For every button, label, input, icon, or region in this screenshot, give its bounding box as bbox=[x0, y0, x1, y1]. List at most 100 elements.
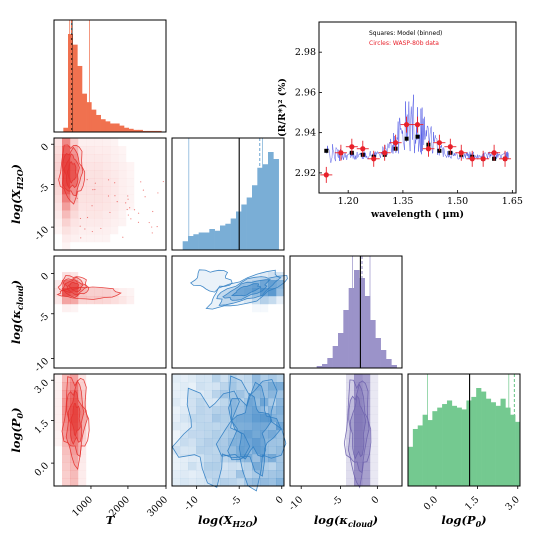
heatmap-xh2o-p0-cell bbox=[204, 454, 213, 463]
heatmap-xh2o-p0-cell bbox=[260, 438, 269, 447]
panel-xh2o-vs-kcloud-frame bbox=[171, 255, 285, 369]
heatmap-xh2o-p0-cell bbox=[252, 446, 261, 455]
heatmap-kcloud-p0-cell bbox=[346, 438, 355, 447]
heatmap-t-xh2o-cell bbox=[62, 218, 71, 227]
heatmap-t-xh2o-cell bbox=[62, 138, 71, 147]
heatmap-t-xh2o-cell bbox=[62, 226, 71, 235]
t-xh2o-sample bbox=[79, 217, 82, 220]
heatmap-xh2o-p0-cell bbox=[276, 406, 285, 415]
heatmap-t-p0-cell bbox=[78, 446, 87, 455]
heatmap-kcloud-p0-cell bbox=[370, 390, 379, 399]
heatmap-t-kcloud-cell bbox=[94, 288, 103, 297]
heatmap-t-xh2o-cell bbox=[54, 210, 63, 219]
heatmap-t-xh2o-cell bbox=[94, 194, 103, 203]
heatmap-t-xh2o-cell bbox=[78, 234, 87, 243]
heatmap-xh2o-p0-cell bbox=[188, 446, 197, 455]
heatmap-t-xh2o-cell bbox=[110, 218, 119, 227]
heatmap-t-kcloud-cell bbox=[70, 288, 79, 297]
hist-xh2o-bar bbox=[182, 241, 189, 250]
heatmap-xh2o-p0-cell bbox=[204, 438, 213, 447]
heatmap-xh2o-p0-cell bbox=[196, 374, 205, 383]
hist-xh2o-bar bbox=[209, 229, 215, 250]
heatmap-xh2o-p0-cell bbox=[260, 374, 269, 383]
heatmap-xh2o-p0-cell bbox=[228, 374, 237, 383]
heatmap-t-xh2o-cell bbox=[126, 194, 135, 203]
heatmap-t-xh2o-cell bbox=[126, 202, 135, 211]
heatmap-xh2o-p0-cell bbox=[268, 382, 277, 391]
heatmap-xh2o-p0-cell bbox=[268, 390, 277, 399]
heatmap-t-kcloud-cell bbox=[86, 288, 95, 297]
xh2o-p0-contour bbox=[215, 375, 287, 492]
hist-p0-bar bbox=[490, 402, 496, 486]
heatmap-kcloud-p0-cell bbox=[354, 398, 363, 407]
heatmap-t-kcloud-cell bbox=[70, 280, 79, 289]
heatmap-xh2o-p0-cell bbox=[180, 422, 189, 431]
data-point bbox=[469, 156, 475, 162]
heatmap-kcloud-p0-cell bbox=[346, 382, 355, 391]
heatmap-xh2o-kcloud-cell bbox=[268, 272, 277, 281]
hist-t-bar bbox=[152, 130, 157, 132]
heatmap-kcloud-p0-cell bbox=[346, 462, 355, 471]
x-axis-label-p0: log(P0) bbox=[441, 513, 486, 529]
x-axis-label-xh2o: log(XH2O) bbox=[198, 513, 258, 529]
heatmap-xh2o-p0-cell bbox=[252, 406, 261, 415]
t-xh2o-sample bbox=[130, 218, 132, 220]
heatmap-kcloud-p0-cell bbox=[362, 374, 371, 383]
model-binned-square bbox=[437, 148, 442, 153]
hist-kcloud-bar bbox=[370, 320, 376, 368]
t-xh2o-sample bbox=[91, 205, 93, 207]
heatmap-xh2o-p0-cell bbox=[236, 398, 245, 407]
x-tick-label: 3000 bbox=[145, 494, 170, 519]
hist-xh2o-histogram bbox=[182, 138, 279, 250]
heatmap-kcloud-p0-cell bbox=[354, 422, 363, 431]
t-xh2o-sample bbox=[122, 236, 124, 238]
hist-kcloud-bar bbox=[338, 333, 344, 368]
t-xh2o-sample bbox=[142, 189, 145, 191]
heatmap-xh2o-p0-cell bbox=[244, 454, 253, 463]
heatmap-xh2o-p0-cell bbox=[188, 390, 197, 399]
heatmap-xh2o-p0-cell bbox=[252, 470, 261, 479]
hist-p0-bar bbox=[451, 405, 457, 486]
heatmap-xh2o-p0-cell bbox=[220, 470, 229, 479]
heatmap-t-xh2o-cell bbox=[110, 162, 119, 171]
heatmap-xh2o-p0-cell bbox=[204, 422, 213, 431]
heatmap-t-p0-cell bbox=[78, 438, 87, 447]
heatmap-kcloud-p0-cell bbox=[370, 446, 379, 455]
hist-xh2o-bar bbox=[252, 185, 258, 250]
heatmap-t-p0-cell bbox=[70, 374, 79, 383]
t-xh2o-sample bbox=[107, 179, 110, 181]
heatmap-xh2o-p0-cell bbox=[196, 430, 205, 439]
heatmap-t-kcloud-cell bbox=[118, 288, 127, 297]
data-point bbox=[403, 122, 410, 128]
heatmap-t-xh2o-cell bbox=[54, 186, 63, 195]
heatmap-xh2o-p0-cell bbox=[228, 422, 237, 431]
hist-p0-bar bbox=[466, 400, 472, 486]
heatmap-kcloud-p0-cell bbox=[346, 390, 355, 399]
y-axis-label-xh2o: log(XH2O) bbox=[9, 164, 25, 224]
heatmap-xh2o-p0-cell bbox=[228, 398, 237, 407]
heatmap-t-xh2o-cell bbox=[94, 210, 103, 219]
heatmap-xh2o-p0-cell bbox=[228, 470, 237, 479]
heatmap-t-xh2o-cell bbox=[126, 178, 135, 187]
t-xh2o-sample bbox=[140, 181, 142, 183]
heatmap-t-xh2o-cell bbox=[86, 226, 95, 235]
heatmap-xh2o-p0-cell bbox=[212, 462, 221, 471]
hist-xh2o-bar bbox=[220, 225, 226, 250]
heatmap-t-xh2o-cell bbox=[78, 210, 87, 219]
heatmap-t-xh2o-cell bbox=[78, 138, 87, 147]
heatmap-t-xh2o-cell bbox=[54, 178, 63, 187]
y-tick-label: 0 bbox=[39, 271, 51, 283]
heatmap-kcloud-p0-cell bbox=[370, 462, 379, 471]
heatmap-t-xh2o-cell bbox=[78, 154, 87, 163]
hist-t-bar bbox=[96, 114, 101, 132]
hist-kcloud-bar bbox=[375, 338, 381, 368]
heatmap-xh2o-p0-cell bbox=[172, 446, 181, 455]
heatmap-t-kcloud-cell bbox=[86, 296, 95, 305]
heatmap-xh2o-p0-cell bbox=[172, 374, 181, 383]
t-xh2o-sample bbox=[86, 179, 88, 181]
heatmap-kcloud-p0-cell bbox=[354, 470, 363, 479]
heatmap-xh2o-p0-cell bbox=[172, 414, 181, 423]
heatmap-xh2o-p0-cell bbox=[196, 438, 205, 447]
hist-t-bar bbox=[105, 121, 111, 132]
